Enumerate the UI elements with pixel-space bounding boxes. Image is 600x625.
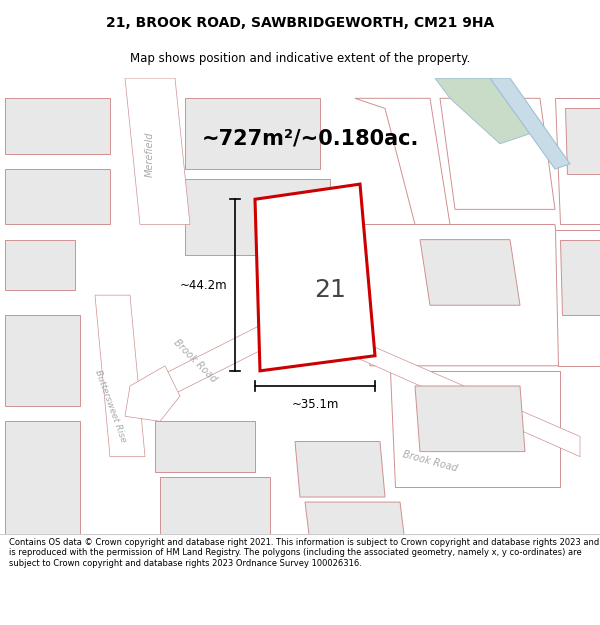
Polygon shape	[555, 229, 600, 366]
Text: ~727m²/~0.180ac.: ~727m²/~0.180ac.	[202, 129, 419, 149]
Polygon shape	[125, 78, 190, 224]
Polygon shape	[155, 421, 255, 472]
Polygon shape	[5, 316, 80, 406]
Polygon shape	[125, 366, 180, 421]
Polygon shape	[305, 502, 405, 542]
Polygon shape	[255, 184, 375, 371]
Polygon shape	[435, 78, 530, 144]
Polygon shape	[185, 98, 320, 169]
Polygon shape	[5, 169, 110, 224]
Text: Merefield: Merefield	[145, 131, 155, 177]
Polygon shape	[560, 239, 600, 316]
Text: ~44.2m: ~44.2m	[179, 279, 227, 291]
Text: Brook Road: Brook Road	[172, 338, 218, 384]
Polygon shape	[490, 78, 570, 169]
Polygon shape	[420, 239, 520, 305]
Text: Contains OS data © Crown copyright and database right 2021. This information is : Contains OS data © Crown copyright and d…	[9, 538, 599, 568]
Text: ~35.1m: ~35.1m	[292, 398, 338, 411]
Polygon shape	[415, 386, 525, 452]
Text: Buttersweet Rise: Buttersweet Rise	[92, 369, 127, 444]
Polygon shape	[440, 98, 555, 209]
Polygon shape	[355, 98, 450, 224]
Polygon shape	[390, 371, 560, 487]
Polygon shape	[5, 239, 75, 290]
Text: 21, BROOK ROAD, SAWBRIDGEWORTH, CM21 9HA: 21, BROOK ROAD, SAWBRIDGEWORTH, CM21 9HA	[106, 16, 494, 31]
Polygon shape	[5, 421, 80, 538]
Polygon shape	[555, 98, 600, 224]
Polygon shape	[160, 477, 270, 538]
Polygon shape	[95, 295, 145, 457]
Text: 21: 21	[314, 278, 346, 302]
Polygon shape	[355, 224, 570, 366]
Polygon shape	[295, 441, 385, 497]
Polygon shape	[140, 310, 310, 401]
Polygon shape	[5, 98, 110, 154]
Text: Map shows position and indicative extent of the property.: Map shows position and indicative extent…	[130, 52, 470, 65]
Polygon shape	[185, 179, 330, 255]
Polygon shape	[290, 310, 580, 457]
Polygon shape	[565, 108, 600, 174]
Text: Brook Road: Brook Road	[401, 449, 458, 474]
